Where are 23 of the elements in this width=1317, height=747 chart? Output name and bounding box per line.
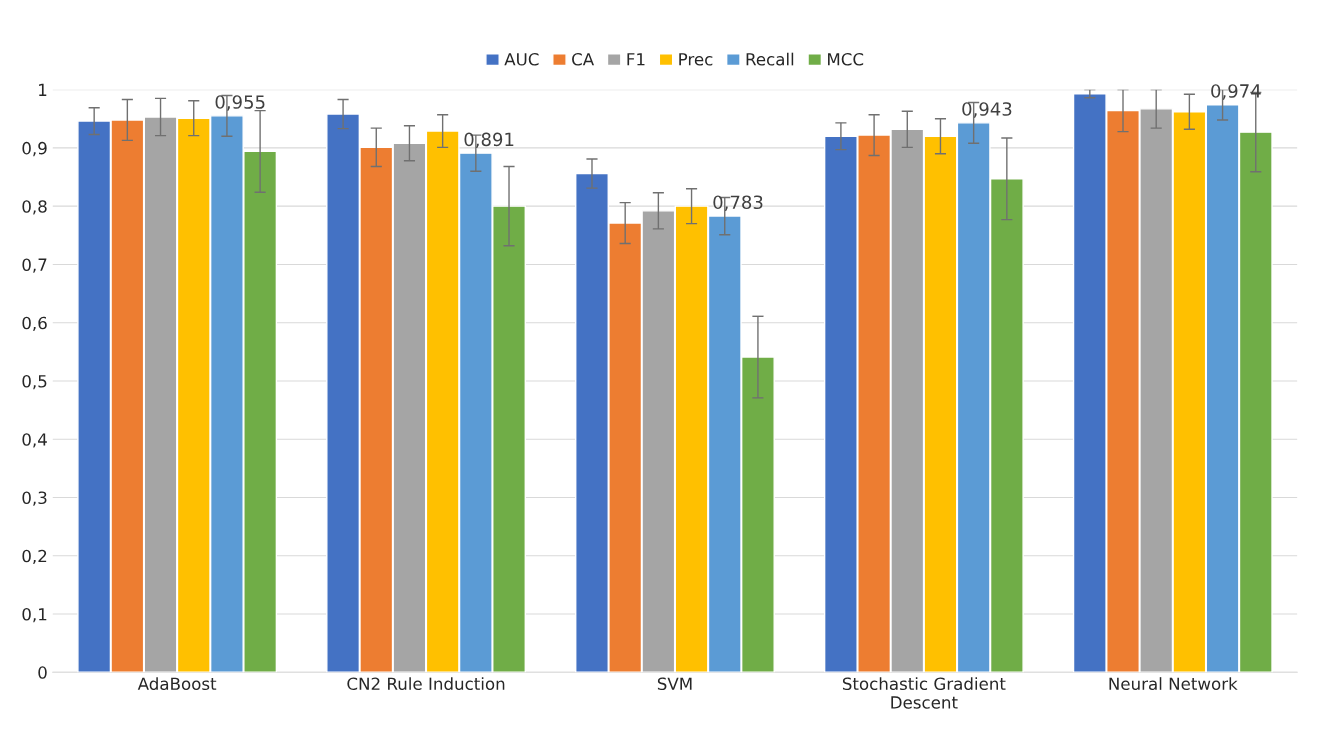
x-tick-label: AdaBoost: [137, 677, 217, 691]
y-tick-label: 0,4: [22, 433, 47, 448]
y-tick-label: 0,5: [22, 374, 47, 390]
x-tick-label: SVM: [657, 677, 692, 691]
legend-label: Recall: [746, 52, 794, 66]
legend-label: Prec: [679, 53, 713, 66]
legend-label: AUC: [504, 52, 539, 66]
y-tick-label: 0,8: [22, 200, 47, 215]
legend-label: F1: [627, 53, 645, 66]
y-tick-label: 1: [39, 83, 47, 96]
x-tick-label: Neural Network: [1109, 677, 1238, 691]
data-label: 0,974: [1211, 84, 1261, 100]
y-tick-label: 0,3: [22, 491, 47, 506]
y-tick-label: 0,1: [22, 608, 47, 623]
y-tick-label: 0: [38, 666, 47, 679]
y-tick-label: 0,9: [22, 141, 47, 157]
x-tick-label: CN2 Rule Induction: [347, 677, 505, 691]
legend-label: MCC: [828, 52, 864, 66]
y-tick-label: 0,6: [22, 316, 47, 331]
y-tick-label: 0,7: [22, 258, 47, 273]
x-tick-label: Stochastic Gradient Descent: [842, 677, 1006, 709]
y-tick-label: 0,2: [22, 549, 47, 565]
legend-label: CA: [572, 52, 595, 66]
